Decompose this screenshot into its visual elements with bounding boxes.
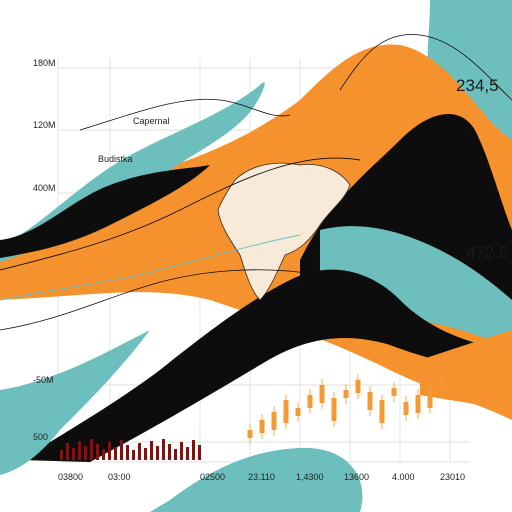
candle-body-3 bbox=[271, 412, 277, 430]
x-tick-label-5: 1,4300 bbox=[296, 472, 324, 482]
x-tick-label-7: 4.000 bbox=[392, 472, 415, 482]
dark-bar-8 bbox=[102, 449, 105, 460]
series-lines bbox=[0, 34, 512, 331]
dark-bar-12 bbox=[126, 445, 129, 460]
dark-bar-20 bbox=[174, 449, 177, 460]
y-tick-label-3: 400M bbox=[33, 183, 56, 193]
dark-bar-14 bbox=[138, 443, 141, 460]
candlestick-series bbox=[60, 372, 445, 460]
candle-body-2 bbox=[259, 420, 265, 433]
series-line-2 bbox=[0, 234, 301, 301]
series-line-1 bbox=[0, 157, 361, 271]
dark-bar-23 bbox=[192, 440, 195, 460]
dark-bar-21 bbox=[180, 442, 183, 460]
x-tick-label-6: 13600 bbox=[344, 472, 370, 482]
dark-bar-24 bbox=[198, 445, 201, 460]
dark-bar-1 bbox=[60, 450, 63, 460]
dark-bar-13 bbox=[132, 450, 135, 460]
dark-bar-3 bbox=[72, 448, 75, 460]
x-tick-label-2: 03:00 bbox=[108, 472, 131, 482]
orange-wave-bottom-right bbox=[420, 330, 512, 410]
dark-bar-11 bbox=[120, 440, 123, 460]
dark-bar-7 bbox=[96, 444, 99, 460]
x-tick-label-1: 03800 bbox=[58, 472, 84, 482]
dark-bar-2 bbox=[66, 443, 69, 460]
x-tick-label-4: 23.110 bbox=[248, 472, 275, 482]
dark-bar-10 bbox=[114, 447, 117, 460]
value-callout-top: 234,5 bbox=[456, 76, 499, 95]
candle-body-16 bbox=[427, 385, 433, 408]
candle-body-7 bbox=[319, 385, 325, 403]
candle-body-4 bbox=[283, 400, 289, 423]
teal-blob-bottom-center bbox=[150, 447, 363, 512]
candle-body-13 bbox=[391, 388, 397, 396]
black-ribbon-left bbox=[0, 165, 210, 258]
annotation-capernal: Capernal bbox=[133, 116, 170, 126]
y-tick-label-2: 120M bbox=[33, 120, 56, 130]
dark-bar-6 bbox=[90, 439, 93, 460]
dark-bar-18 bbox=[162, 439, 165, 460]
dark-bar-9 bbox=[108, 442, 111, 460]
black-wave-bottom bbox=[20, 269, 512, 462]
candle-body-6 bbox=[307, 395, 313, 408]
candle-body-14 bbox=[403, 402, 409, 415]
teal-wave-bottom-left bbox=[0, 330, 150, 475]
y-tick-label-5: 500 bbox=[33, 432, 49, 442]
candle-body-12 bbox=[379, 400, 385, 423]
candle-body-17 bbox=[439, 378, 445, 386]
annotation-budistka: Budistka bbox=[98, 154, 133, 164]
series-line-5 bbox=[339, 34, 512, 101]
candle-body-9 bbox=[343, 390, 349, 398]
x-tick-label-3: 02500 bbox=[200, 472, 226, 482]
x-tick-label-8: 23010 bbox=[440, 472, 466, 482]
candle-body-10 bbox=[355, 380, 361, 393]
y-tick-label-1: 180M bbox=[33, 58, 56, 68]
y-tick-label-4: -50M bbox=[33, 375, 54, 385]
series-line-4 bbox=[79, 98, 291, 131]
candle-body-8 bbox=[331, 398, 337, 421]
teal-wave-mid-right bbox=[320, 226, 512, 350]
value-callout-mid: 472.5 bbox=[466, 243, 509, 262]
dark-bar-17 bbox=[156, 446, 159, 460]
dark-bar-15 bbox=[144, 448, 147, 460]
dark-bar-22 bbox=[186, 447, 189, 460]
dark-bar-4 bbox=[78, 441, 81, 460]
world-map-shape bbox=[217, 162, 351, 301]
candle-body-1 bbox=[247, 430, 253, 438]
dark-bar-5 bbox=[84, 446, 87, 460]
dark-bar-16 bbox=[150, 441, 153, 460]
series-line-3 bbox=[0, 269, 321, 331]
dark-bar-19 bbox=[168, 444, 171, 460]
candle-body-15 bbox=[415, 395, 421, 413]
candle-body-11 bbox=[367, 392, 373, 410]
candle-body-5 bbox=[295, 408, 301, 416]
